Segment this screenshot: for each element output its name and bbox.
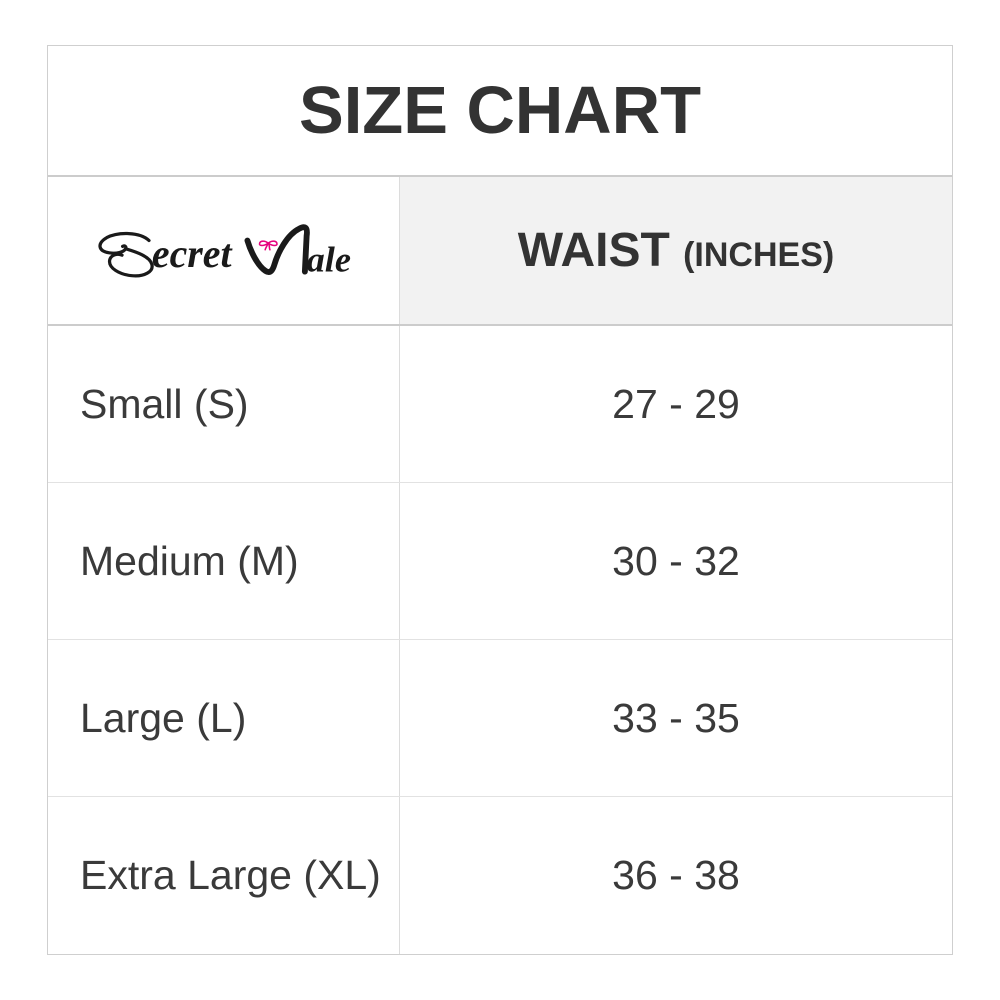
svg-text:ecret: ecret — [151, 231, 233, 276]
svg-text:ale: ale — [306, 240, 350, 280]
